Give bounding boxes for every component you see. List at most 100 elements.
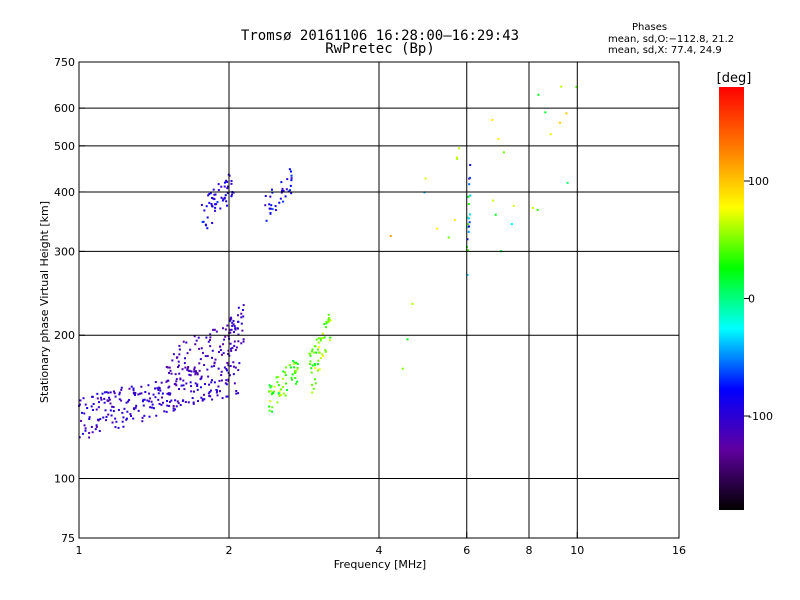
data-point [148, 415, 151, 418]
data-point [190, 370, 193, 373]
data-point [91, 395, 94, 398]
data-point [240, 342, 243, 345]
data-point [213, 381, 216, 384]
data-point [128, 398, 131, 401]
data-point [206, 368, 209, 371]
data-point [321, 332, 324, 335]
data-point [190, 385, 193, 388]
data-point [228, 174, 231, 177]
data-point [282, 392, 285, 395]
chart-title-line2: RwPretec (Bp) [325, 41, 435, 57]
data-point [202, 393, 205, 396]
data-point [196, 383, 199, 386]
data-point [198, 362, 201, 365]
data-point [125, 401, 128, 404]
data-point [214, 206, 217, 209]
data-point [284, 394, 287, 397]
data-point [206, 216, 209, 219]
data-point [173, 408, 176, 411]
data-point [268, 405, 271, 408]
data-point [213, 365, 216, 368]
x-tick-label: 2 [226, 544, 233, 557]
data-point [282, 385, 285, 388]
data-point [105, 415, 108, 418]
data-point [208, 193, 211, 196]
data-point [232, 331, 235, 334]
colorbar-label: [deg] [717, 71, 752, 86]
data-point [225, 379, 228, 382]
data-point [159, 389, 162, 392]
data-point [455, 156, 458, 159]
data-point [170, 399, 173, 402]
data-point [290, 376, 293, 379]
data-points [78, 85, 578, 439]
data-point [112, 406, 115, 409]
data-point [184, 357, 187, 360]
data-point [291, 373, 294, 376]
data-point [317, 346, 320, 349]
data-point [95, 424, 98, 427]
data-point [284, 195, 287, 198]
data-point [99, 418, 102, 421]
data-point [203, 398, 206, 401]
data-point [230, 179, 233, 182]
data-point [235, 392, 238, 395]
data-point [467, 217, 470, 220]
data-point [233, 344, 236, 347]
data-point [172, 404, 175, 407]
data-point [210, 204, 213, 207]
data-point [222, 327, 225, 330]
data-point [296, 366, 299, 369]
data-point [222, 352, 225, 355]
y-tick-label: 750 [54, 56, 75, 69]
data-point [327, 320, 330, 323]
data-point [278, 394, 281, 397]
data-point [216, 201, 219, 204]
data-point [232, 323, 235, 326]
data-point [231, 324, 234, 327]
data-point [196, 372, 199, 375]
data-point [274, 209, 277, 212]
data-point [175, 405, 178, 408]
data-point [217, 367, 220, 370]
data-point [317, 359, 320, 362]
data-point [225, 383, 228, 386]
data-point [178, 344, 181, 347]
data-point [240, 322, 243, 325]
data-point [129, 413, 132, 416]
data-point [106, 399, 109, 402]
data-point [310, 371, 313, 374]
data-point [200, 203, 203, 206]
y-tick-label: 75 [61, 532, 75, 545]
data-point [213, 198, 216, 201]
data-point [467, 195, 470, 198]
data-point [456, 158, 459, 161]
y-axis-label: Stationary phase Virtual Height [km] [38, 201, 51, 403]
data-point [224, 328, 227, 331]
data-point [324, 350, 327, 353]
data-point [280, 189, 283, 192]
data-point [140, 392, 143, 395]
data-point [312, 387, 315, 390]
data-point [531, 206, 534, 209]
data-point [120, 386, 123, 389]
data-point [188, 373, 191, 376]
data-point [241, 329, 244, 332]
data-point [241, 308, 244, 311]
data-point [185, 382, 188, 385]
data-point [126, 410, 129, 413]
data-point [271, 191, 274, 194]
data-point [270, 385, 273, 388]
data-point [226, 191, 229, 194]
data-point [294, 377, 297, 380]
data-point [184, 366, 187, 369]
data-point [200, 347, 203, 350]
data-point [152, 407, 155, 410]
data-point [186, 367, 189, 370]
data-point [98, 401, 101, 404]
data-point [237, 327, 240, 330]
data-point [319, 339, 322, 342]
data-point [293, 371, 296, 374]
data-point [111, 405, 114, 408]
data-point [284, 374, 287, 377]
